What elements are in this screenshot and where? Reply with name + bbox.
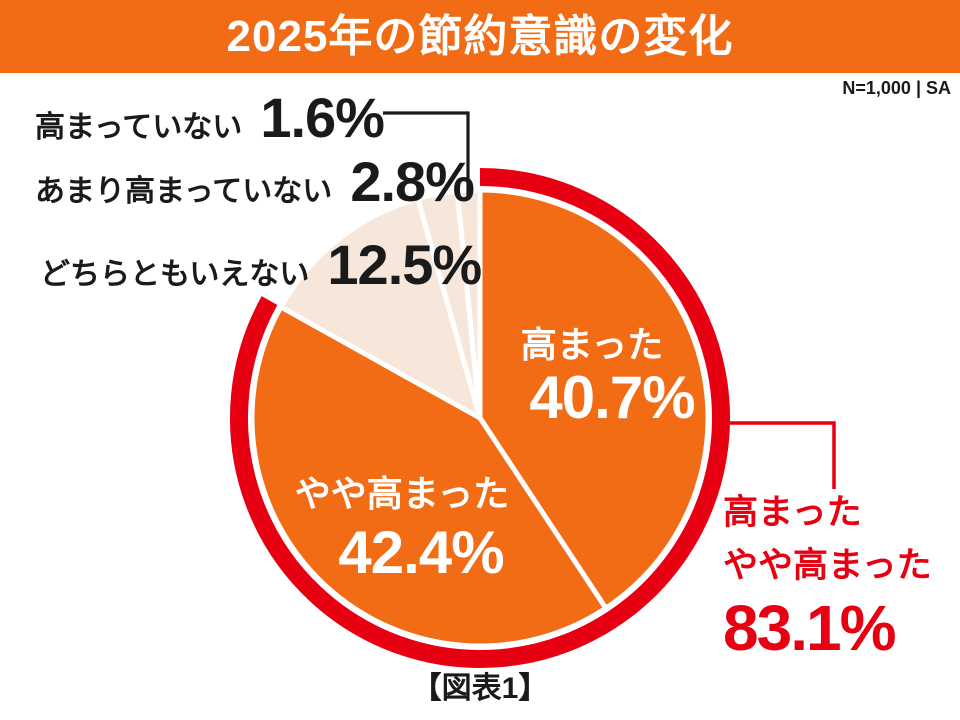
legend-label-neither: どちらともいえない: [40, 258, 310, 291]
combined-annotation-line2: やや高まった: [723, 545, 932, 585]
legend-label-not-really-increased: あまり高まっていない: [35, 175, 333, 208]
pie-slice-2: [278, 196, 483, 421]
page-title: 2025年の節約意識の変化: [226, 11, 734, 61]
legend-row-neither: どちらともいえない 12.5%: [40, 233, 482, 296]
legend-row-not-really-increased: あまり高まっていない 2.8%: [35, 150, 475, 213]
header-banner: 2025年の節約意識の変化: [0, 0, 960, 73]
legend-row-not-increased: 高まっていない 1.6%: [35, 86, 385, 149]
legend-value-neither: 12.5%: [327, 233, 482, 296]
slice-label-increased: 高まった: [520, 324, 664, 365]
leader-line-not-increased: [383, 111, 470, 196]
pie-slice-1: [249, 304, 609, 649]
slice-value-increased: 40.7%: [529, 364, 695, 431]
legend-value-not-increased: 1.6%: [260, 86, 385, 149]
leader-line-combined-total: [730, 421, 836, 489]
slice-value-somewhat-increased: 42.4%: [338, 519, 504, 586]
legend-label-not-increased: 高まっていない: [35, 111, 243, 144]
combined-annotation-value: 83.1%: [723, 592, 896, 664]
combined-total-annotation: 高まった やや高まった 83.1%: [723, 487, 932, 662]
highlight-ring: [230, 168, 730, 668]
figure-caption: 【図表1】: [411, 672, 549, 705]
slice-label-somewhat-increased: やや高まった: [294, 473, 510, 514]
combined-annotation-line1: 高まった: [723, 493, 862, 532]
legend-value-not-really-increased: 2.8%: [350, 150, 475, 213]
sample-size-note: N=1,000 | SA: [842, 78, 951, 98]
